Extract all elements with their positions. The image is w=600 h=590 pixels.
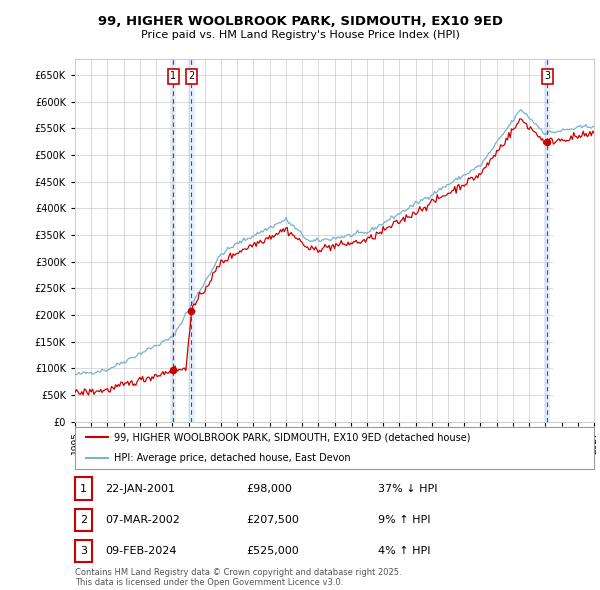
Bar	[553, 59, 594, 422]
Bar	[553, 59, 594, 422]
Text: 99, HIGHER WOOLBROOK PARK, SIDMOUTH, EX10 9ED: 99, HIGHER WOOLBROOK PARK, SIDMOUTH, EX1…	[97, 15, 503, 28]
Text: 37% ↓ HPI: 37% ↓ HPI	[378, 484, 437, 493]
Point	[542, 137, 552, 146]
Point	[169, 365, 178, 374]
Text: 1: 1	[80, 484, 87, 493]
Text: £98,000: £98,000	[246, 484, 292, 493]
Text: 07-MAR-2002: 07-MAR-2002	[105, 515, 180, 525]
Text: 09-FEB-2024: 09-FEB-2024	[105, 546, 176, 556]
Text: £525,000: £525,000	[246, 546, 299, 556]
Text: 4% ↑ HPI: 4% ↑ HPI	[378, 546, 431, 556]
Text: 99, HIGHER WOOLBROOK PARK, SIDMOUTH, EX10 9ED (detached house): 99, HIGHER WOOLBROOK PARK, SIDMOUTH, EX1…	[114, 432, 470, 442]
Bar	[188, 59, 194, 422]
Text: Contains HM Land Registry data © Crown copyright and database right 2025.
This d: Contains HM Land Registry data © Crown c…	[75, 568, 401, 587]
Text: £207,500: £207,500	[246, 515, 299, 525]
Point	[187, 306, 196, 316]
Text: HPI: Average price, detached house, East Devon: HPI: Average price, detached house, East…	[114, 454, 350, 463]
Text: 1: 1	[170, 71, 176, 81]
Bar	[170, 59, 176, 422]
Text: 2: 2	[188, 71, 194, 81]
Text: 2: 2	[80, 515, 87, 525]
Text: Price paid vs. HM Land Registry's House Price Index (HPI): Price paid vs. HM Land Registry's House …	[140, 30, 460, 40]
Text: 22-JAN-2001: 22-JAN-2001	[105, 484, 175, 493]
Text: 3: 3	[80, 546, 87, 556]
Text: 9% ↑ HPI: 9% ↑ HPI	[378, 515, 431, 525]
Text: 3: 3	[544, 71, 550, 81]
Bar	[544, 59, 550, 422]
